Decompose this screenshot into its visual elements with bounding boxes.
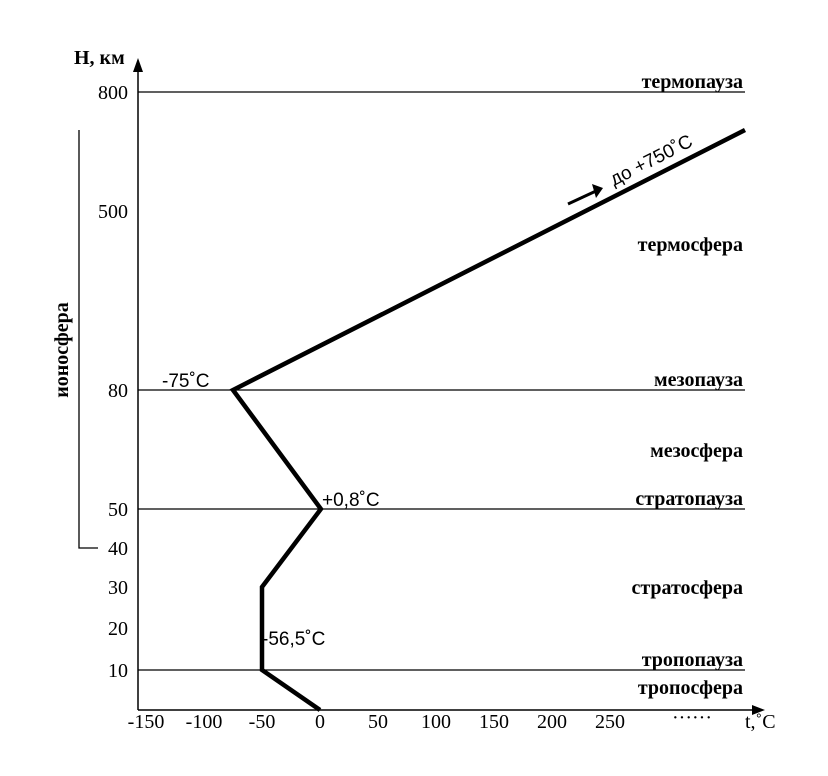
boundary-label: мезопауза	[654, 369, 743, 391]
axes	[133, 58, 765, 715]
boundary-label: стратопауза	[635, 488, 743, 510]
x-axis-arrow	[752, 705, 765, 715]
y-tick-label: 40	[108, 538, 128, 560]
layer-label: стратосфера	[631, 577, 743, 599]
y-tick-label: 30	[108, 577, 128, 599]
boundary-label: тропопауза	[642, 649, 743, 671]
x-axis-label: t,˚C	[745, 711, 776, 733]
y-tick-label: 10	[108, 660, 128, 682]
x-tick-label: 50	[368, 711, 388, 733]
y-axis-label: Н, км	[74, 47, 125, 69]
x-tick-label: 0	[315, 711, 325, 733]
y-tick-label: 50	[108, 499, 128, 521]
layer-label: термосфера	[638, 234, 743, 256]
boundary-lines	[138, 91, 745, 671]
x-tick-label: 250	[595, 711, 625, 733]
temperature-annotation: -56,5˚C	[262, 629, 325, 650]
temperature-line	[229, 127, 747, 712]
y-tick-label: 20	[108, 618, 128, 640]
boundary-label: термопауза	[642, 71, 743, 93]
temperature-curve	[229, 127, 747, 712]
ionosphere-bracket	[78, 130, 98, 549]
y-tick-label: 500	[98, 201, 128, 223]
layer-label: тропосфера	[638, 677, 743, 699]
ionosphere-label: ионосфера	[51, 302, 73, 398]
x-tick-label: -150	[128, 711, 165, 733]
y-axis-arrow	[133, 58, 143, 72]
x-tick-label: 200	[537, 711, 567, 733]
temperature-annotation: +0,8˚C	[322, 490, 380, 511]
x-continuation-dots: ······	[672, 707, 712, 729]
arrow-shaft	[567, 189, 597, 206]
layer-label: мезосфера	[650, 440, 743, 462]
x-tick-label: -100	[186, 711, 223, 733]
x-tick-label: -50	[249, 711, 276, 733]
arrow-head	[592, 184, 603, 198]
x-tick-label: 100	[421, 711, 451, 733]
y-tick-label: 80	[108, 380, 128, 402]
y-tick-label: 800	[98, 82, 128, 104]
x-tick-label: 150	[479, 711, 509, 733]
temperature-annotation: -75˚C	[162, 371, 210, 392]
